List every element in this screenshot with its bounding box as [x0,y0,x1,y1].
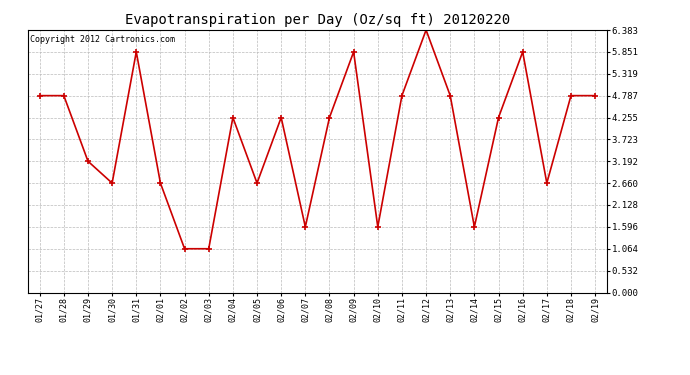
Title: Evapotranspiration per Day (Oz/sq ft) 20120220: Evapotranspiration per Day (Oz/sq ft) 20… [125,13,510,27]
Text: Copyright 2012 Cartronics.com: Copyright 2012 Cartronics.com [30,35,175,44]
